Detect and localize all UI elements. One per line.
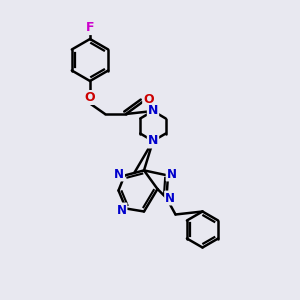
Text: N: N bbox=[165, 191, 175, 205]
Text: N: N bbox=[114, 167, 124, 181]
Text: N: N bbox=[167, 167, 177, 181]
Text: N: N bbox=[116, 203, 127, 217]
Text: O: O bbox=[85, 91, 95, 104]
Text: N: N bbox=[148, 104, 158, 118]
Text: N: N bbox=[148, 134, 158, 148]
Text: F: F bbox=[86, 21, 94, 34]
Text: O: O bbox=[143, 92, 154, 106]
